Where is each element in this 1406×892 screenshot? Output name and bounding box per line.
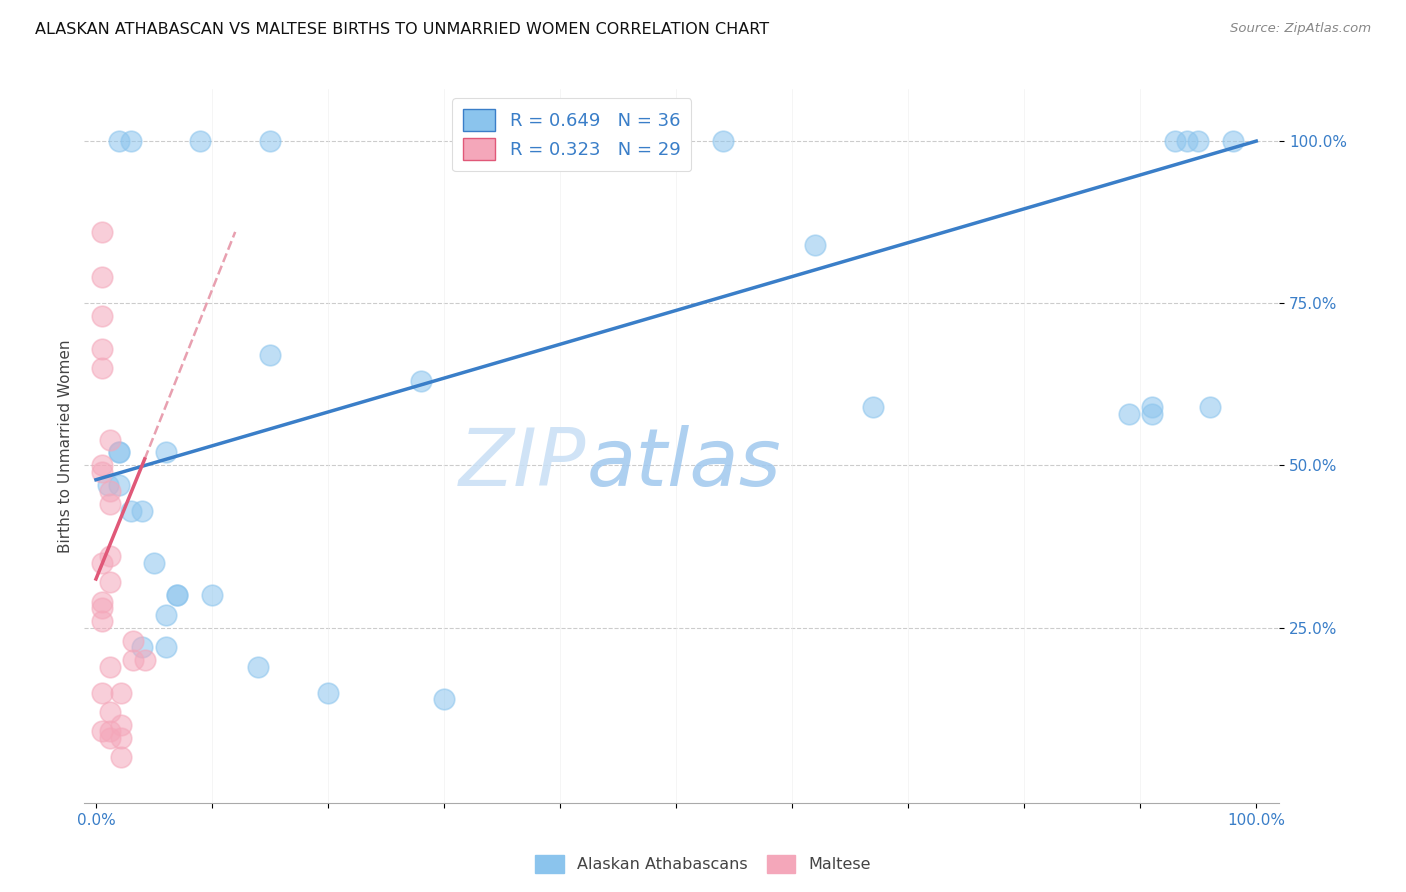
Point (110, 750, 132, 764)
Point (526, 134, 548, 148)
Point (134, 653, 156, 667)
Text: Source: ZipAtlas.com: Source: ZipAtlas.com (1230, 22, 1371, 36)
Point (120, 134, 142, 148)
Point (122, 633, 145, 648)
Point (1118, 407, 1140, 421)
Point (155, 445, 177, 459)
Point (1164, 134, 1187, 148)
Point (90, 342, 112, 356)
Point (108, 478, 131, 492)
Point (1175, 134, 1198, 148)
Point (98, 484, 121, 499)
Point (120, 504, 142, 518)
Y-axis label: Births to Unmarried Women: Births to Unmarried Women (58, 339, 73, 553)
Point (131, 504, 153, 518)
Point (90, 595, 112, 609)
Point (1222, 134, 1244, 148)
Point (90, 601, 112, 615)
Point (804, 238, 827, 252)
Point (90, 458, 112, 473)
Point (90, 685, 112, 699)
Point (98, 497, 121, 511)
Point (166, 588, 188, 602)
Point (1140, 400, 1163, 414)
Legend: R = 0.649   N = 36, R = 0.323   N = 29: R = 0.649 N = 36, R = 0.323 N = 29 (451, 98, 692, 171)
Point (108, 445, 131, 459)
Point (98, 659, 121, 673)
Point (98, 575, 121, 590)
Point (110, 685, 132, 699)
Point (1140, 407, 1163, 421)
Point (131, 640, 153, 654)
Point (526, 134, 548, 148)
Point (143, 556, 166, 570)
Point (108, 134, 131, 148)
Point (1187, 134, 1209, 148)
Point (97, 478, 120, 492)
Point (190, 134, 212, 148)
Point (711, 134, 734, 148)
Point (98, 724, 121, 739)
Point (90, 361, 112, 376)
Point (90, 465, 112, 479)
Point (110, 718, 132, 732)
Point (259, 348, 281, 362)
Point (90, 310, 112, 324)
Point (90, 556, 112, 570)
Point (862, 400, 884, 414)
Text: ZIP: ZIP (458, 425, 586, 503)
Point (98, 549, 121, 564)
Point (90, 225, 112, 239)
Text: atlas: atlas (586, 425, 782, 503)
Point (201, 588, 224, 602)
Legend: Alaskan Athabascans, Maltese: Alaskan Athabascans, Maltese (529, 848, 877, 880)
Point (90, 724, 112, 739)
Point (98, 433, 121, 447)
Point (166, 588, 188, 602)
Point (1198, 400, 1220, 414)
Point (155, 640, 177, 654)
Point (433, 692, 456, 706)
Point (155, 607, 177, 622)
Point (409, 374, 432, 388)
Point (90, 614, 112, 628)
Point (247, 659, 270, 673)
Point (259, 134, 281, 148)
Point (316, 685, 339, 699)
Point (108, 445, 131, 459)
Point (98, 731, 121, 745)
Point (110, 731, 132, 745)
Point (122, 653, 145, 667)
Point (90, 270, 112, 285)
Point (98, 705, 121, 719)
Text: ALASKAN ATHABASCAN VS MALTESE BIRTHS TO UNMARRIED WOMEN CORRELATION CHART: ALASKAN ATHABASCAN VS MALTESE BIRTHS TO … (35, 22, 769, 37)
